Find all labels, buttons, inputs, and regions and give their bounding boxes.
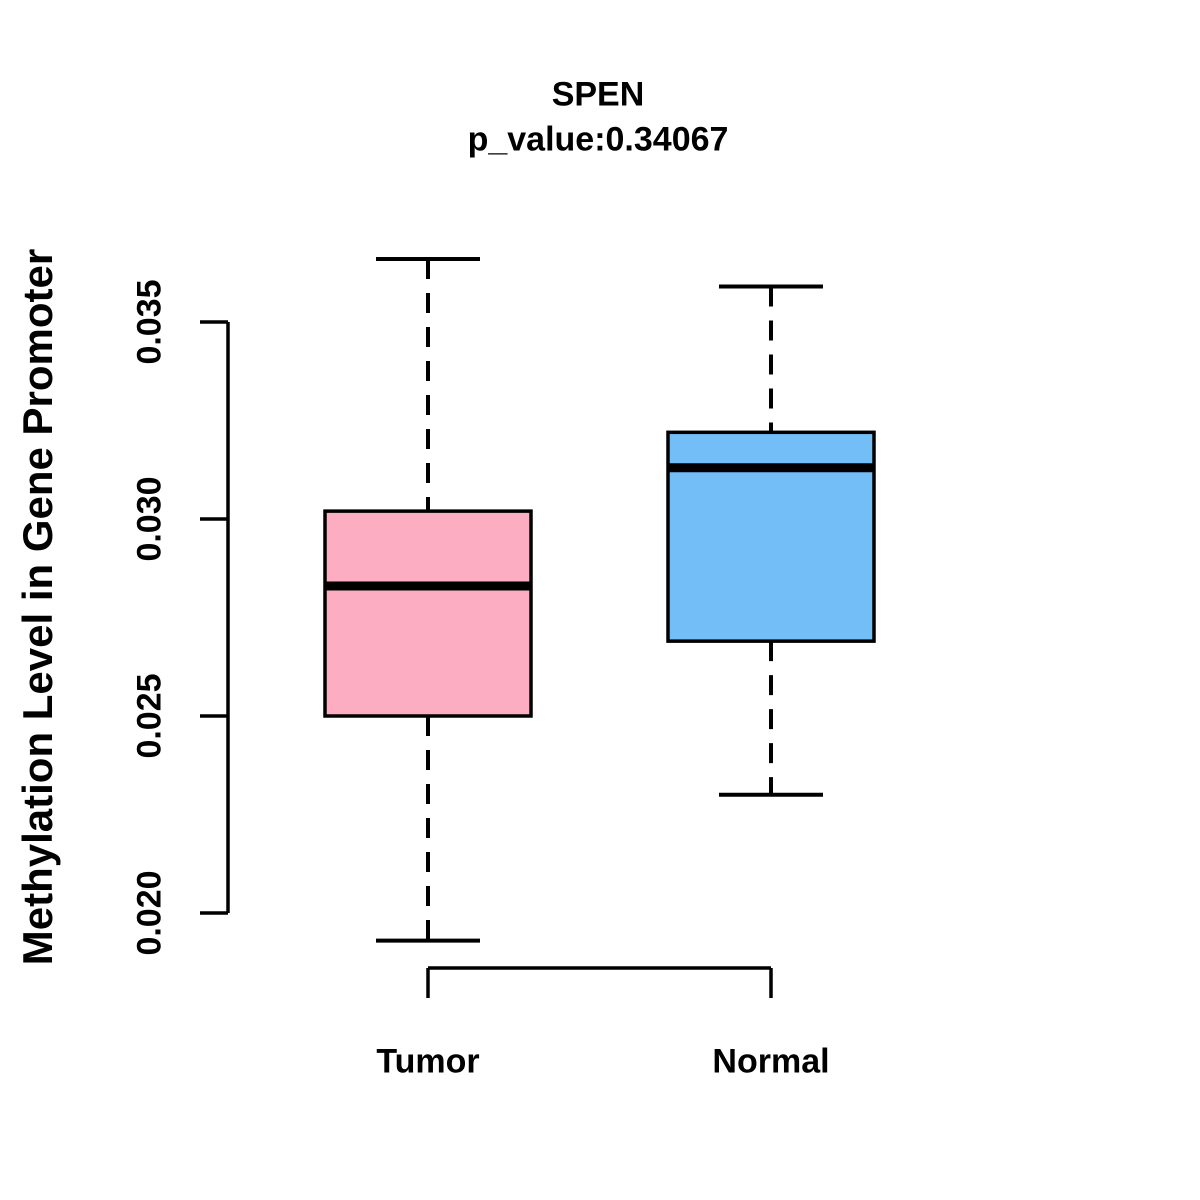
y-tick-label: 0.025 xyxy=(130,673,169,759)
tumor-iqr-box xyxy=(323,509,533,718)
x-tick-label-tumor: Tumor xyxy=(376,1042,480,1081)
x-tick-label-normal: Normal xyxy=(712,1042,830,1081)
chart-subtitle: p_value:0.34067 xyxy=(467,120,729,159)
chart-title: SPEN xyxy=(551,75,645,114)
y-tick-label: 0.020 xyxy=(130,870,169,956)
y-tick-label: 0.035 xyxy=(130,279,169,365)
y-tick-label: 0.030 xyxy=(130,476,169,562)
y-axis-title: Methylation Level in Gene Promoter xyxy=(14,248,61,966)
